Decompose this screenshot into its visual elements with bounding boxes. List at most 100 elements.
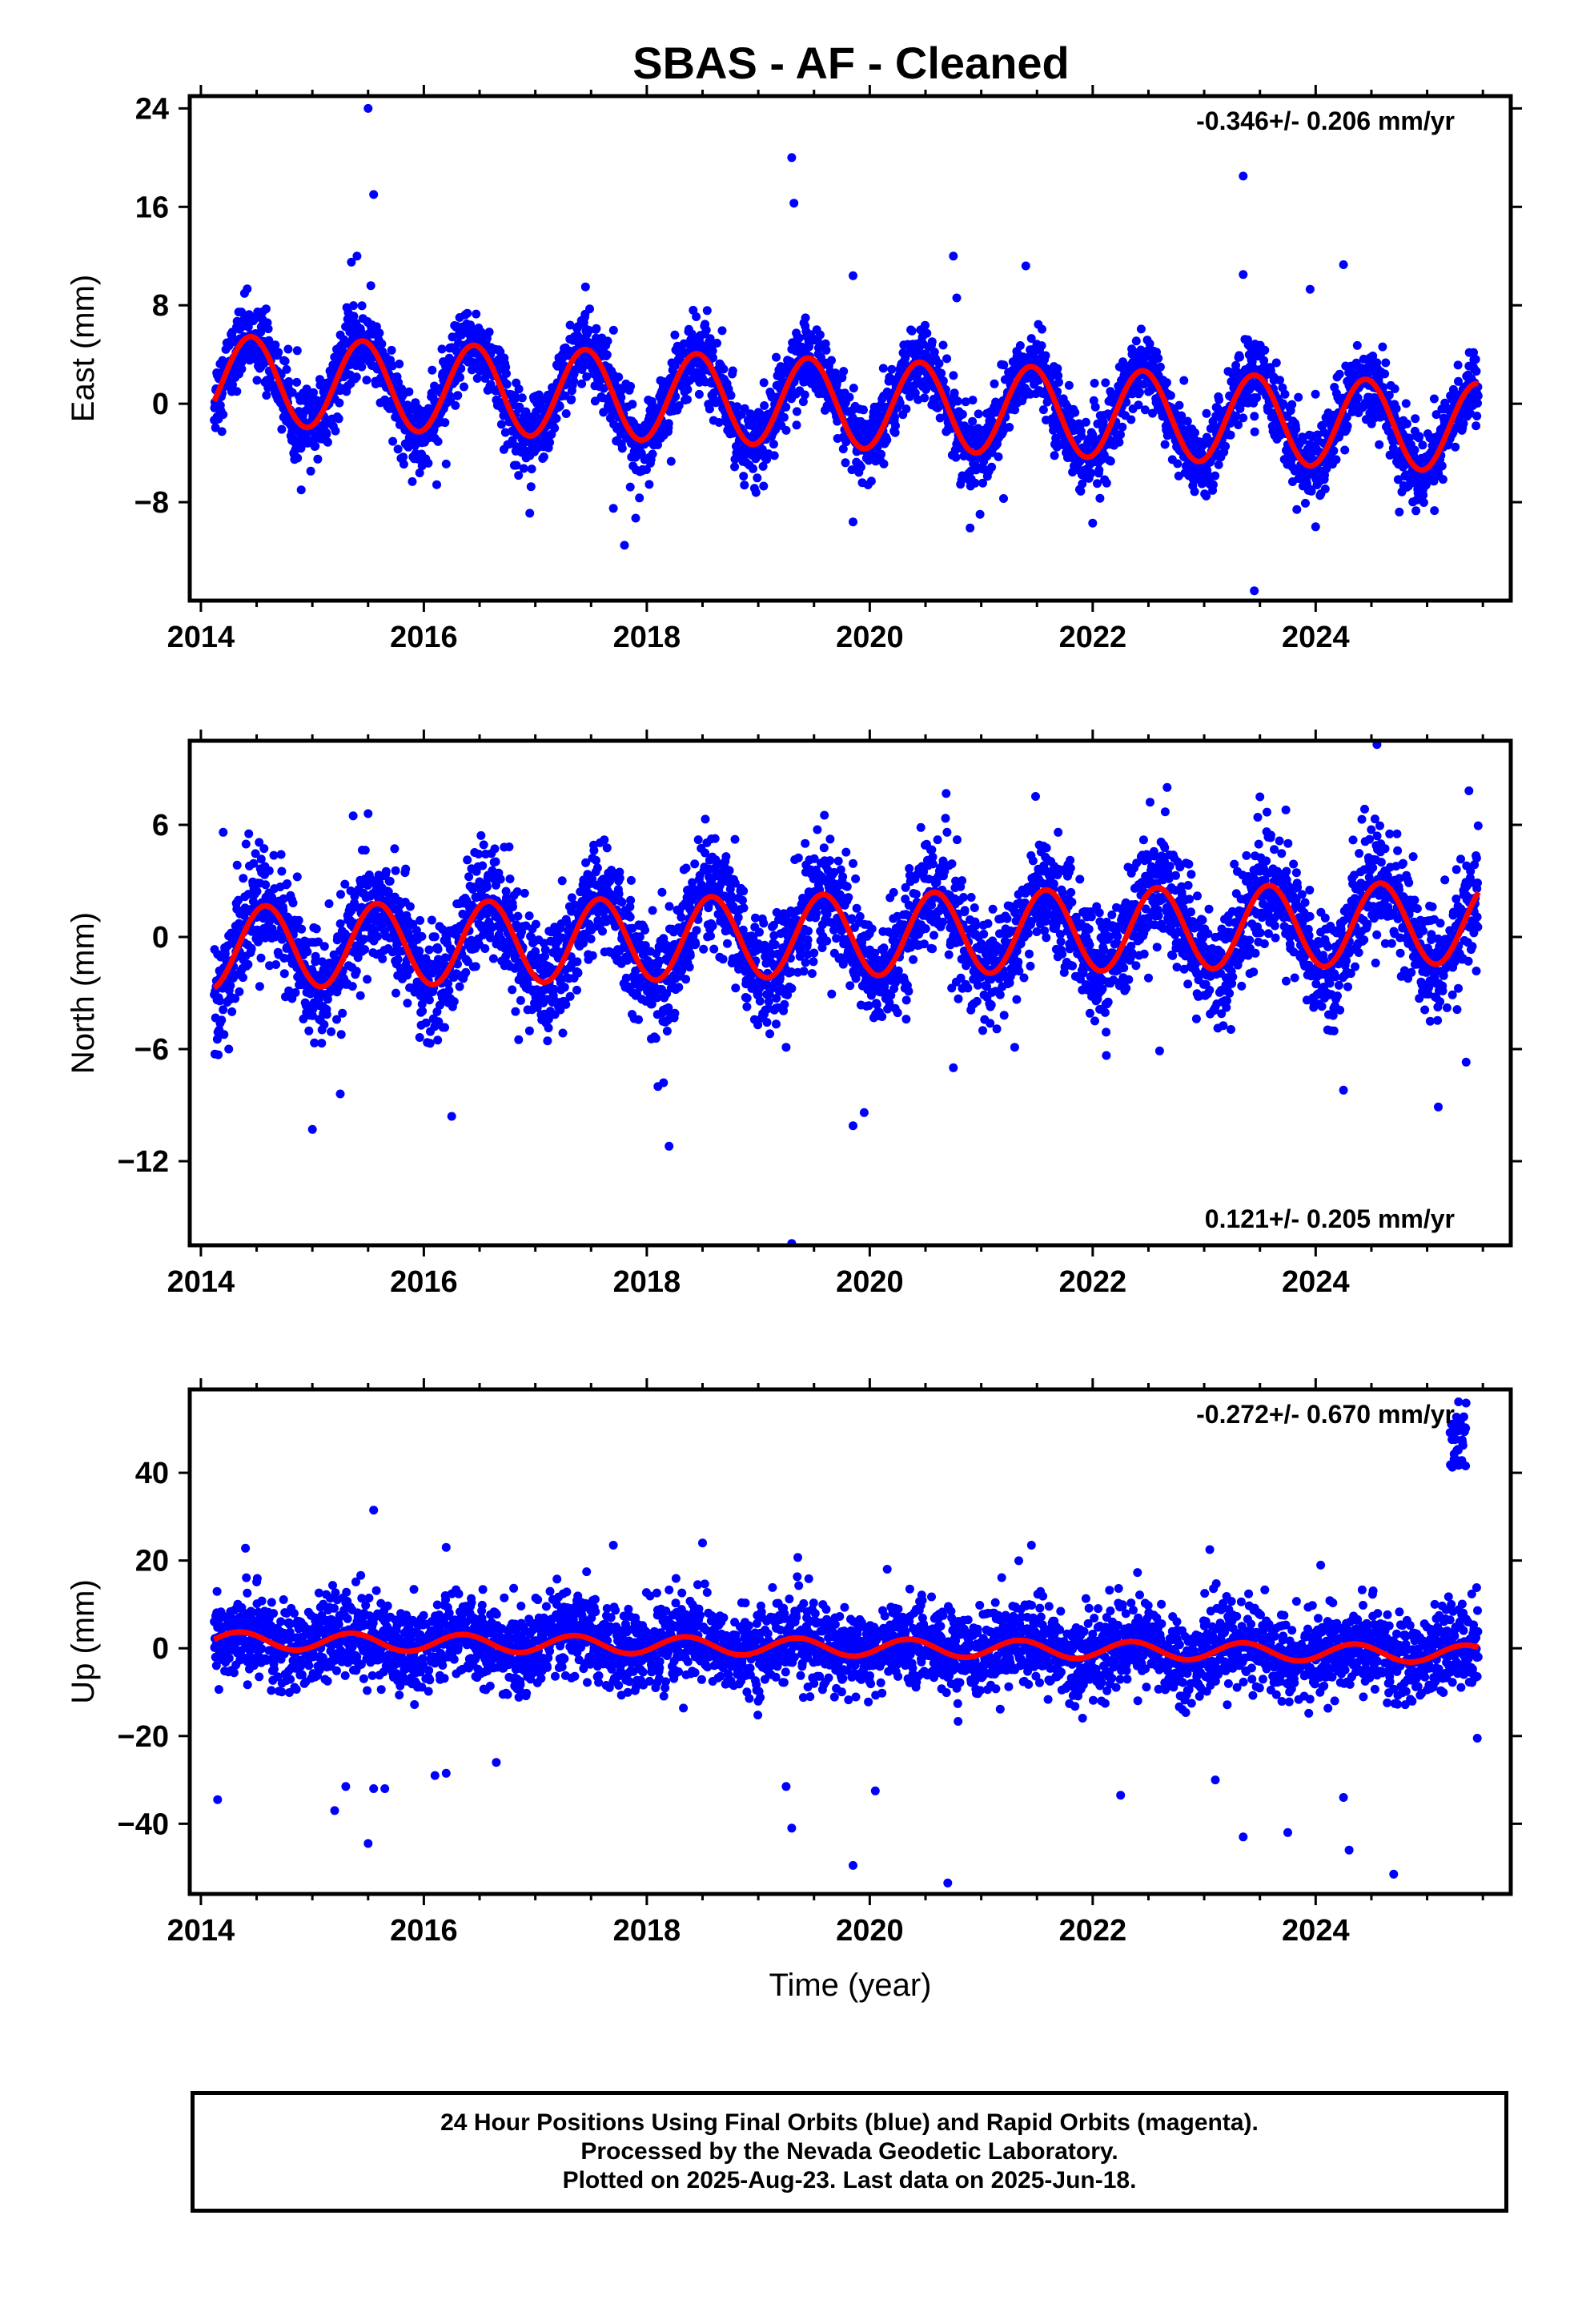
data-point	[1471, 355, 1480, 364]
data-point	[1214, 460, 1223, 469]
data-point	[953, 396, 962, 406]
data-point	[1472, 367, 1481, 376]
data-point	[211, 423, 220, 432]
data-point	[524, 1026, 534, 1035]
data-point	[336, 890, 345, 899]
data-point	[759, 481, 769, 491]
data-point	[279, 969, 289, 979]
data-point	[577, 379, 587, 388]
data-point	[219, 1030, 229, 1039]
data-point	[683, 384, 693, 394]
data-point	[360, 846, 370, 855]
data-point	[753, 473, 762, 483]
data-point	[505, 875, 515, 883]
data-point	[292, 377, 302, 387]
y-tick-label: 0	[152, 388, 169, 421]
x-tick-label: 2024	[1282, 621, 1350, 654]
data-point	[261, 880, 271, 890]
data-point	[701, 325, 711, 335]
data-point	[496, 875, 505, 884]
data-point	[512, 460, 521, 470]
data-point	[631, 513, 640, 523]
data-point	[1182, 416, 1192, 426]
data-point	[239, 973, 247, 983]
data-point	[373, 931, 383, 941]
data-point	[1430, 506, 1439, 516]
data-point	[297, 924, 307, 934]
data-point	[1260, 345, 1270, 355]
data-point	[347, 906, 356, 915]
data-point	[1472, 412, 1482, 420]
data-point	[628, 400, 637, 409]
data-point	[921, 320, 930, 330]
data-point	[405, 902, 415, 911]
data-point	[999, 360, 1009, 370]
data-point	[1021, 261, 1030, 271]
data-point	[1070, 408, 1080, 417]
data-point	[670, 330, 680, 340]
data-point	[255, 982, 264, 991]
data-point	[1431, 410, 1441, 420]
data-point	[349, 301, 358, 311]
data-point	[1390, 384, 1399, 393]
data-point	[428, 365, 437, 375]
data-point	[375, 328, 384, 338]
data-point	[527, 464, 536, 474]
data-point	[1451, 442, 1460, 452]
data-point	[243, 959, 253, 969]
data-point	[1287, 400, 1297, 409]
data-point	[515, 402, 524, 412]
data-point	[349, 312, 359, 321]
data-point	[291, 988, 300, 997]
data-point	[1005, 423, 1014, 432]
data-point	[261, 304, 271, 314]
data-point	[705, 334, 715, 344]
data-point	[277, 866, 287, 876]
data-point	[1226, 430, 1235, 440]
data-point	[952, 293, 962, 303]
data-point	[608, 504, 618, 513]
data-point	[425, 1039, 435, 1048]
data-point	[1234, 420, 1243, 429]
data-point	[1378, 342, 1387, 352]
data-point	[1038, 324, 1046, 334]
data-point	[1086, 468, 1096, 478]
data-point	[927, 337, 937, 347]
data-point	[403, 400, 412, 410]
data-point	[511, 1007, 520, 1016]
data-point	[1029, 351, 1038, 360]
data-point	[800, 390, 809, 400]
data-point	[1081, 417, 1090, 427]
data-point	[280, 356, 290, 366]
data-point	[769, 451, 779, 460]
data-point	[585, 304, 594, 314]
data-point	[387, 361, 397, 371]
data-point	[1239, 413, 1248, 423]
data-point	[1095, 493, 1105, 503]
data-point	[490, 844, 500, 854]
data-point	[1179, 376, 1189, 385]
data-point	[1465, 408, 1475, 418]
data-point	[1375, 440, 1384, 449]
data-point	[347, 982, 357, 991]
data-point	[968, 396, 978, 405]
data-point	[702, 306, 712, 316]
data-point	[951, 452, 961, 462]
data-point	[934, 359, 944, 368]
data-point	[395, 360, 404, 368]
data-point	[839, 367, 849, 376]
data-point	[666, 456, 676, 466]
data-point	[772, 352, 781, 362]
data-point	[1145, 339, 1154, 348]
data-point	[424, 458, 433, 468]
data-point	[433, 1035, 443, 1045]
y-tick-label: 24	[135, 92, 169, 126]
data-point	[309, 388, 318, 397]
data-point	[484, 328, 494, 337]
data-point	[235, 919, 243, 928]
data-point	[1077, 432, 1086, 441]
data-point	[456, 372, 464, 382]
data-point	[433, 436, 443, 446]
data-point	[500, 428, 510, 437]
data-point	[324, 899, 334, 908]
